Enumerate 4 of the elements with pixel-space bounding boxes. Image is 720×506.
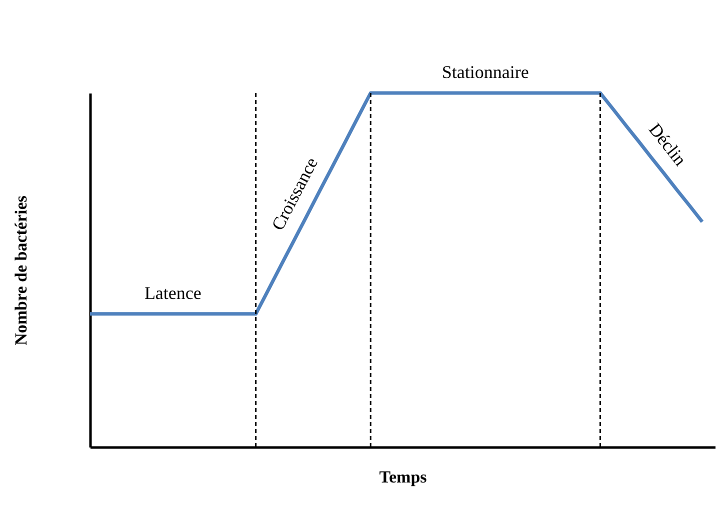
x-axis-title: Temps bbox=[379, 468, 428, 486]
annotation: Latence bbox=[144, 282, 202, 303]
y-axis-title: Nombre de bactéries bbox=[12, 195, 30, 346]
text: Stationnaire bbox=[442, 62, 529, 82]
